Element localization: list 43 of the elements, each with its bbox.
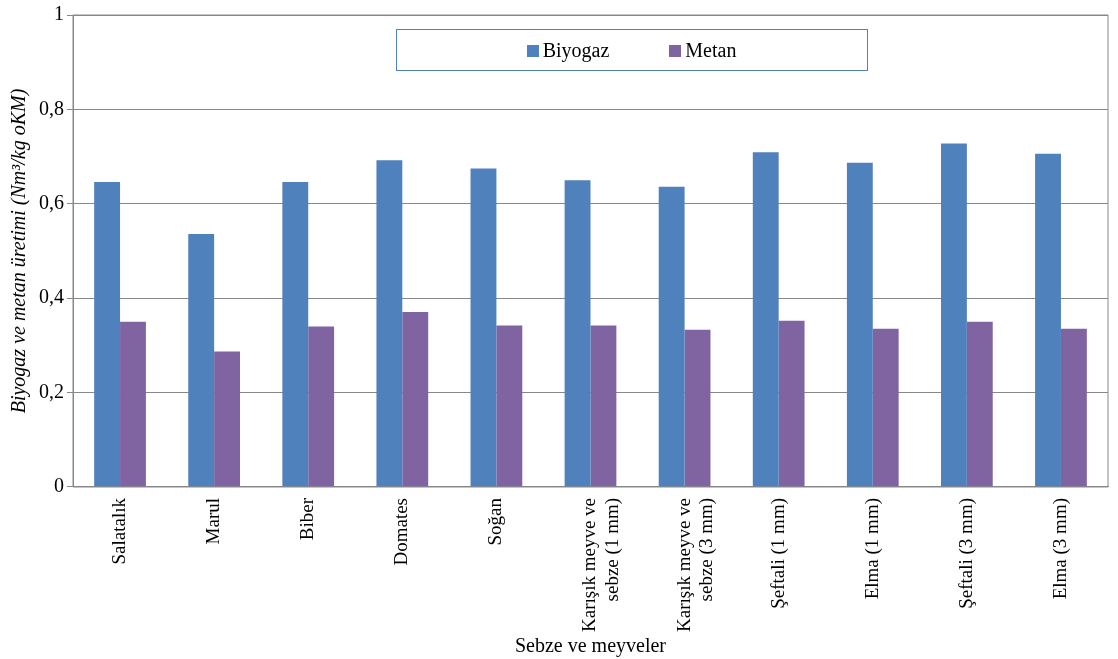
x-tick-label: Elma (1 mm) xyxy=(860,497,883,600)
bar xyxy=(470,168,497,487)
bar xyxy=(872,328,899,487)
bar xyxy=(1060,328,1087,487)
y-tick-label: 0,4 xyxy=(39,285,64,308)
x-tick-label: Elma (3 mm) xyxy=(1048,497,1071,600)
bar xyxy=(402,311,429,487)
x-tick-label: Salatalık xyxy=(108,497,130,565)
bar xyxy=(966,321,993,487)
y-tick-label: 0,8 xyxy=(39,96,64,119)
bar xyxy=(214,351,241,487)
y-tick-label: 1 xyxy=(54,2,64,25)
x-tick-label: Şeftali (1 mm) xyxy=(766,497,789,609)
x-tick-label: Şeftali (3 mm) xyxy=(954,497,977,609)
legend-label: Metan xyxy=(684,38,737,62)
bar xyxy=(684,329,711,487)
bar xyxy=(308,326,335,487)
bar xyxy=(658,186,685,487)
x-tick-label: Karışık meyve ve sebze (1 mm) xyxy=(578,497,624,632)
y-tick-label: 0 xyxy=(54,474,64,497)
bar xyxy=(1035,153,1061,487)
y-tick-label: 0,2 xyxy=(39,379,64,402)
bar xyxy=(590,325,617,487)
x-tick-label: Biber xyxy=(296,497,318,541)
bar xyxy=(376,160,403,487)
bar xyxy=(940,143,967,487)
bar xyxy=(752,152,779,487)
bar xyxy=(120,321,146,487)
y-axis-title: Biyogaz ve metan üretimi (Nm³/kg oKM) xyxy=(7,88,31,414)
x-tick-label: Karışık meyve ve sebze (3 mm) xyxy=(672,497,718,632)
bar xyxy=(778,320,805,487)
x-tick-label: Soğan xyxy=(484,497,506,546)
x-tick-label: Marul xyxy=(202,497,224,545)
bar xyxy=(282,182,309,487)
x-axis-title: Sebze ve meyveler xyxy=(514,634,667,658)
legend-label: Biyogaz xyxy=(541,38,610,62)
x-tick-label: Domates xyxy=(390,497,412,566)
bar xyxy=(188,234,215,487)
bar xyxy=(564,180,591,487)
bar xyxy=(94,182,121,487)
y-tick-label: 0,6 xyxy=(39,191,64,214)
bar xyxy=(846,162,873,487)
bar xyxy=(496,325,523,487)
